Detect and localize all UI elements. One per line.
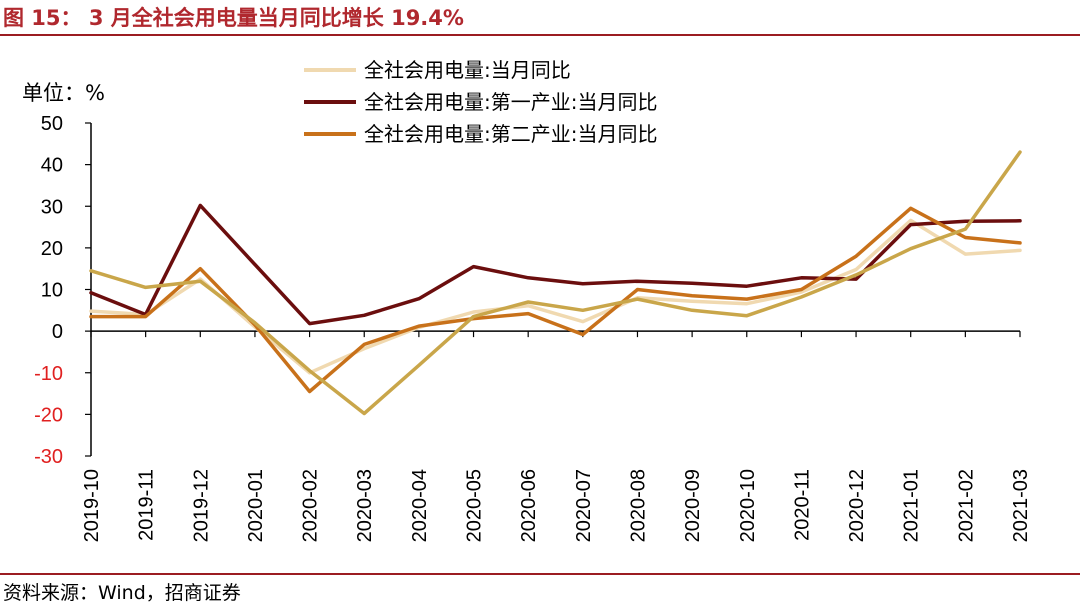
x-tick-label: 2021-03 <box>1010 469 1032 542</box>
y-tick-label: 50 <box>41 113 63 135</box>
y-tick-label: 30 <box>41 196 63 218</box>
x-tick-label: 2020-05 <box>464 469 486 542</box>
y-tick-label: -10 <box>34 363 63 385</box>
series-line-1 <box>89 218 1022 375</box>
source-note: 资料来源：Wind，招商证券 <box>3 582 241 604</box>
x-tick-label: 2020-01 <box>245 469 267 542</box>
x-tick-label: 2020-10 <box>737 469 759 542</box>
legend-label-2: 全社会用电量:第一产业:当月同比 <box>364 90 657 114</box>
y-tick-label: 10 <box>41 280 63 302</box>
y-tick-label: -20 <box>34 404 63 426</box>
x-tick-label: 2021-02 <box>955 469 977 542</box>
y-tick-label: 20 <box>41 238 63 260</box>
y-tick-label: 0 <box>52 321 63 343</box>
legend-label-3: 全社会用电量:第二产业:当月同比 <box>364 122 657 146</box>
figure-title: 图 15： 3 月全社会用电量当月同比增长 19.4% <box>3 6 464 30</box>
x-tick-label: 2020-08 <box>627 469 649 542</box>
x-tick-label: 2020-07 <box>573 469 595 542</box>
unit-label: 单位：% <box>22 81 105 105</box>
source-rule <box>0 573 1080 575</box>
x-tick-label: 2020-03 <box>354 469 376 542</box>
legend-label-1: 全社会用电量:当月同比 <box>364 58 571 82</box>
x-tick-label: 2019-11 <box>136 469 158 541</box>
x-tick-label: 2020-11 <box>791 469 813 541</box>
y-tick-label: 40 <box>41 155 63 177</box>
x-tick-label: 2020-02 <box>300 469 322 542</box>
x-tick-label: 2021-01 <box>901 469 923 542</box>
x-tick-label: 2019-12 <box>190 469 212 542</box>
x-tick-label: 2020-06 <box>518 469 540 542</box>
x-tick-label: 2020-04 <box>409 469 431 542</box>
chart-axes: -30 -20 -10 0 10 20 30 40 50 2019-10 2019-11 2019-1… <box>34 113 1032 542</box>
title-rule <box>0 34 1080 36</box>
chart-legend: 全社会用电量:当月同比全社会用电量:第一产业:当月同比全社会用电量:第二产业:当… <box>304 58 657 146</box>
series-line-4 <box>89 150 1022 416</box>
chart-series <box>89 150 1022 416</box>
x-tick-label: 2020-09 <box>682 469 704 542</box>
y-tick-label: -30 <box>34 446 63 468</box>
x-tick-label: 2020-12 <box>846 469 868 542</box>
x-tick-label: 2019-10 <box>81 469 103 542</box>
